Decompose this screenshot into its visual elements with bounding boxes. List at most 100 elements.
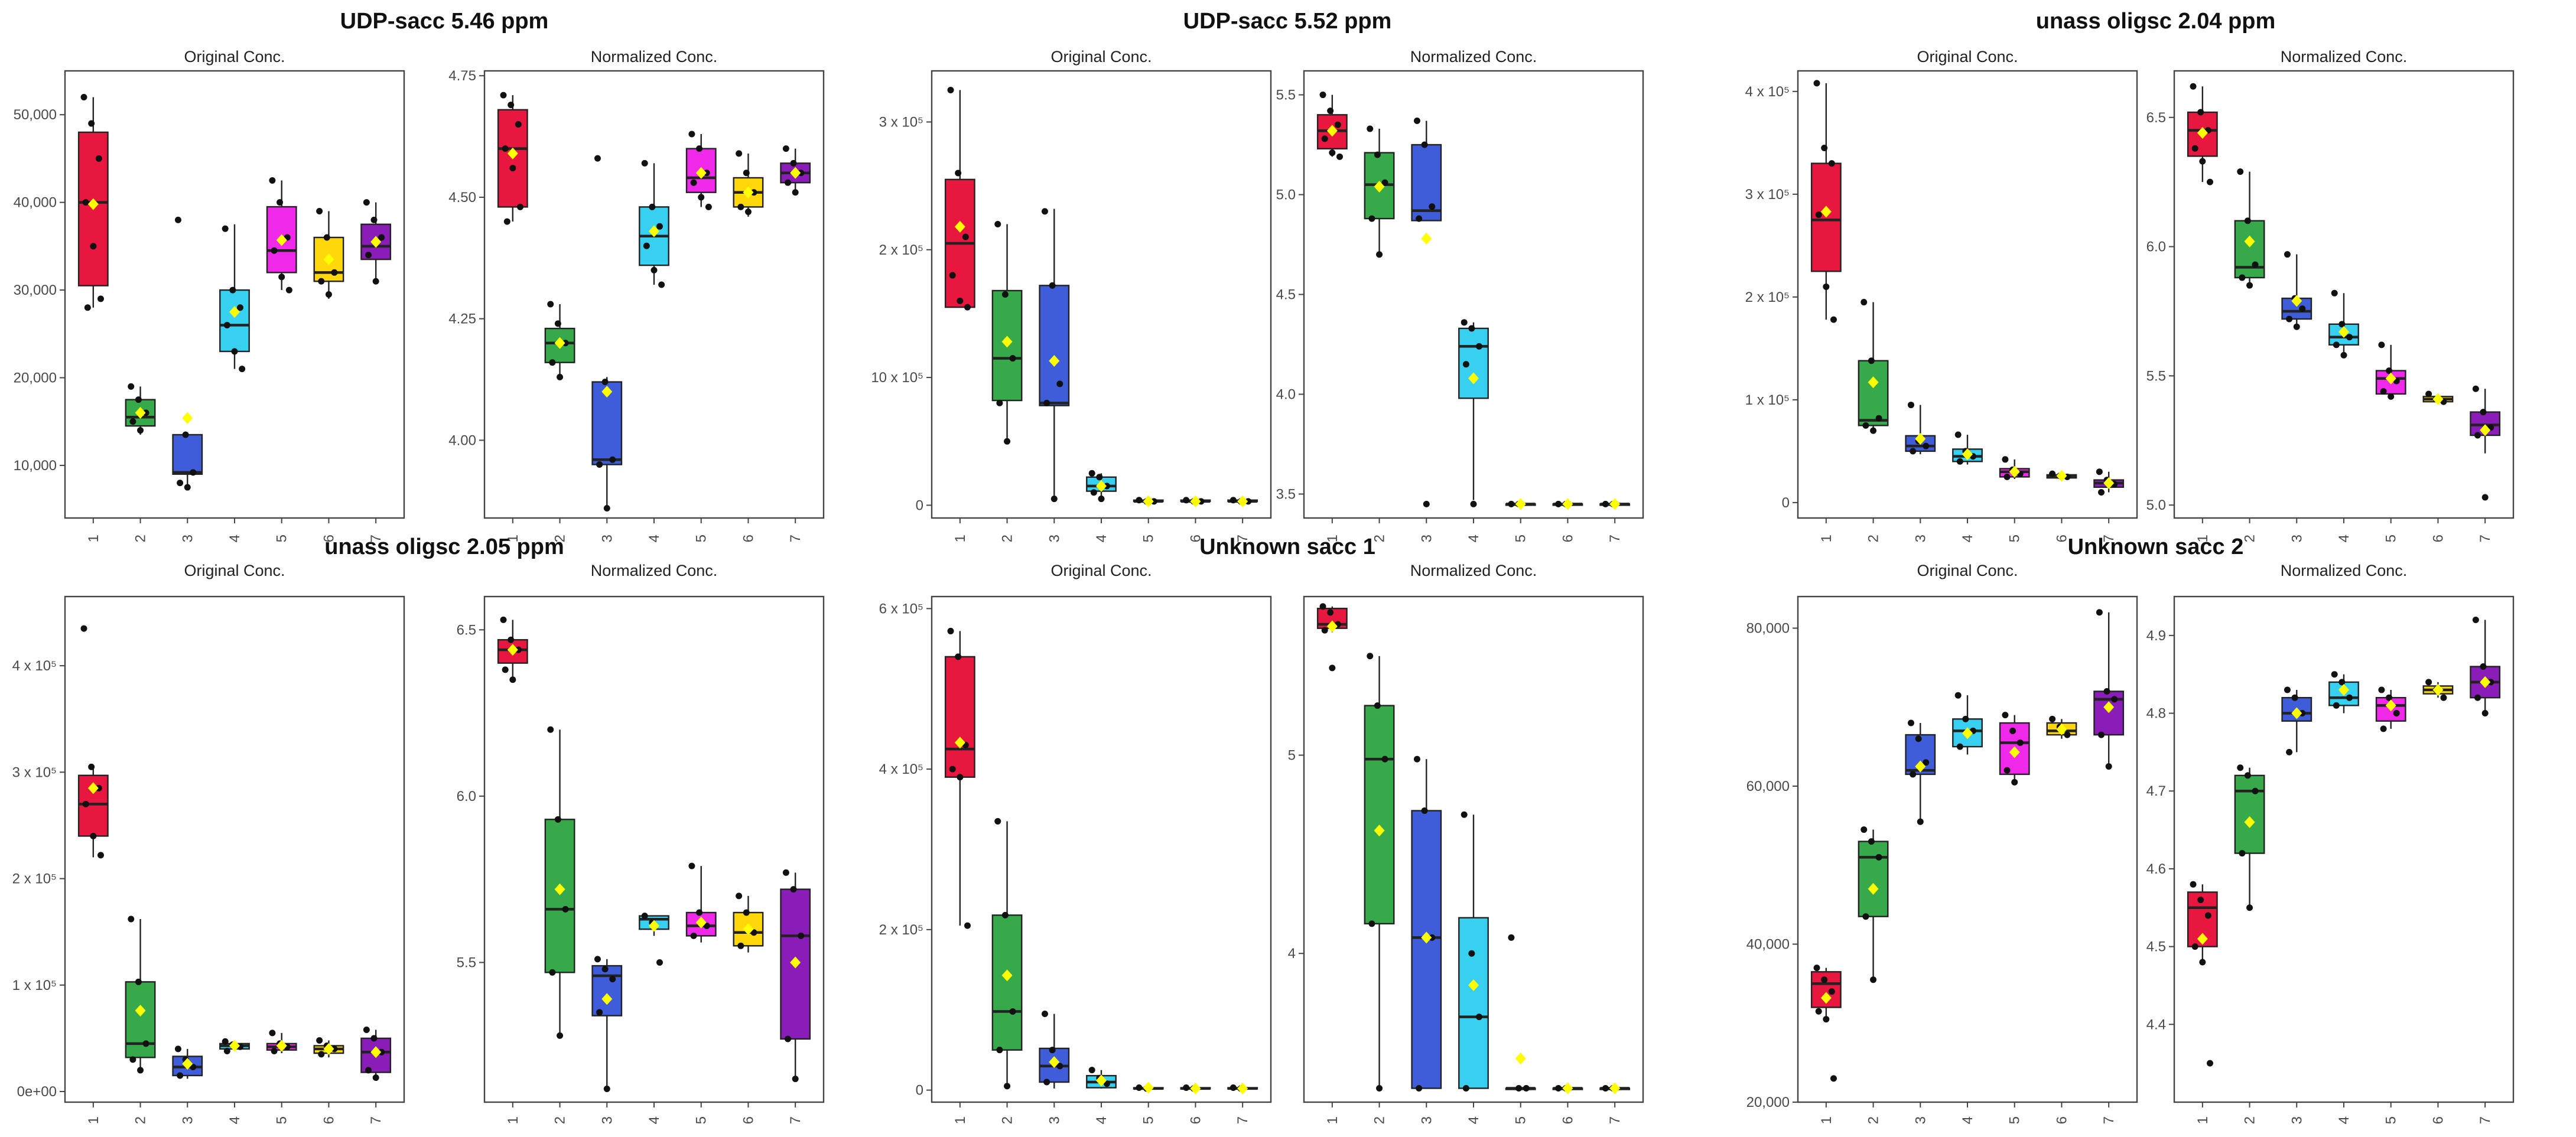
data-point bbox=[547, 301, 554, 308]
mean-marker bbox=[954, 737, 965, 749]
x-tick-label: 3 bbox=[2289, 535, 2305, 542]
box-2 bbox=[544, 301, 575, 380]
data-point bbox=[223, 1047, 230, 1054]
data-point bbox=[557, 1032, 564, 1039]
data-point bbox=[2197, 109, 2204, 116]
mean-marker bbox=[2244, 235, 2255, 247]
mean-marker bbox=[2480, 676, 2491, 688]
y-tick-label: 6.5 bbox=[457, 622, 476, 638]
data-point bbox=[1103, 483, 1110, 490]
data-point bbox=[1862, 422, 1869, 429]
data-point bbox=[596, 1009, 603, 1016]
data-point bbox=[1245, 498, 1252, 505]
y-tick-label: 4.6 bbox=[2146, 861, 2166, 877]
data-point bbox=[2481, 494, 2489, 501]
data-point bbox=[1050, 496, 1058, 503]
data-point bbox=[785, 1035, 792, 1042]
y-tick-label: 40,000 bbox=[1746, 937, 1790, 953]
data-point bbox=[703, 170, 710, 177]
data-point bbox=[1870, 976, 1877, 983]
panel-frame bbox=[64, 70, 405, 519]
data-point bbox=[947, 86, 954, 93]
x-tick-label: 5 bbox=[1141, 1116, 1157, 1124]
box-2 bbox=[125, 383, 156, 435]
data-point bbox=[603, 1085, 610, 1092]
chart-title: Unknown sacc 1 bbox=[1199, 535, 1375, 559]
data-point bbox=[363, 1026, 370, 1033]
data-point bbox=[1319, 92, 1326, 99]
y-tick-label: 4.75 bbox=[448, 68, 476, 84]
data-point bbox=[1821, 145, 1828, 152]
data-point bbox=[316, 1037, 323, 1044]
data-point bbox=[2338, 321, 2346, 328]
x-tick-label: 6 bbox=[321, 535, 337, 542]
data-point bbox=[2049, 470, 2056, 477]
data-point bbox=[1910, 771, 1917, 778]
x-tick-label: 7 bbox=[2477, 535, 2493, 542]
data-point bbox=[962, 233, 969, 240]
data-point bbox=[782, 145, 789, 152]
box-6 bbox=[2422, 390, 2454, 405]
mean-marker bbox=[2385, 372, 2396, 385]
data-point bbox=[2016, 739, 2024, 746]
data-point bbox=[994, 221, 1001, 228]
data-point bbox=[547, 726, 554, 733]
data-point bbox=[1230, 1084, 1237, 1092]
data-point bbox=[1555, 1085, 1562, 1092]
data-point bbox=[2472, 617, 2479, 624]
box-5 bbox=[685, 131, 717, 210]
data-point bbox=[1001, 291, 1009, 298]
box-3 bbox=[2281, 251, 2312, 330]
data-point bbox=[2098, 488, 2105, 496]
data-point bbox=[2293, 323, 2300, 330]
data-point bbox=[785, 179, 792, 186]
data-point bbox=[1815, 1008, 1822, 1015]
x-tick-label: 6 bbox=[740, 535, 756, 542]
chart-group-unk2: Unknown sacc 2 Original Conc. 20,000 40,000… bbox=[1746, 535, 2515, 1124]
data-point bbox=[2204, 912, 2211, 919]
panel-frame bbox=[483, 70, 825, 519]
mean-marker bbox=[1468, 979, 1479, 991]
x-tick-label: 1 bbox=[952, 535, 968, 542]
data-point bbox=[1421, 807, 1428, 815]
x-tick-label: 3 bbox=[1913, 1116, 1928, 1124]
mean-marker bbox=[229, 1040, 240, 1052]
data-point bbox=[508, 636, 515, 643]
data-point bbox=[549, 359, 556, 366]
mean-marker bbox=[1326, 125, 1338, 137]
box-4 bbox=[1086, 470, 1117, 503]
y-tick-label: 40,000 bbox=[14, 195, 57, 211]
mean-marker bbox=[182, 412, 193, 424]
box-4 bbox=[2328, 289, 2359, 359]
data-point bbox=[1813, 80, 1820, 87]
data-point bbox=[2244, 772, 2251, 779]
mean-marker bbox=[2338, 684, 2349, 696]
box-body bbox=[1411, 810, 1442, 1089]
data-point bbox=[372, 1074, 379, 1081]
data-point bbox=[964, 922, 971, 929]
mean-marker bbox=[2009, 465, 2020, 478]
box-body bbox=[591, 965, 623, 1017]
box-1 bbox=[2187, 83, 2218, 185]
box-3 bbox=[1905, 402, 1936, 455]
data-point bbox=[1962, 715, 1969, 722]
y-tick-label: 0 bbox=[916, 497, 923, 513]
x-tick-label: 1 bbox=[2195, 535, 2211, 542]
box-6 bbox=[1180, 495, 1211, 507]
data-point bbox=[641, 159, 648, 167]
y-tick-label: 4 x 10⁵ bbox=[1745, 84, 1790, 100]
data-point bbox=[1870, 427, 1877, 434]
box-1 bbox=[1316, 603, 1348, 672]
y-tick-label: 4.8 bbox=[2146, 706, 2166, 722]
x-tick-label: 2 bbox=[1000, 535, 1016, 542]
mean-marker bbox=[1049, 1056, 1060, 1068]
x-tick-label: 4 bbox=[1960, 535, 1976, 542]
mean-marker bbox=[1820, 206, 1832, 218]
box-5 bbox=[1133, 1081, 1164, 1094]
mean-marker bbox=[2056, 723, 2067, 735]
data-point bbox=[690, 932, 697, 939]
box-7 bbox=[2470, 617, 2501, 717]
data-point bbox=[378, 1048, 385, 1055]
box-body bbox=[125, 981, 156, 1058]
